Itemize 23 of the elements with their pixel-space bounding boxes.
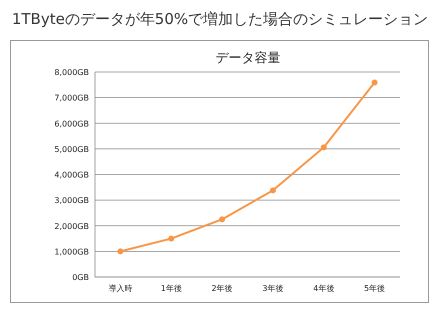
point xyxy=(270,187,276,194)
y-tick-label: 6,000GB xyxy=(54,119,89,128)
x-tick-label: 3年後 xyxy=(262,284,284,293)
point xyxy=(219,216,226,222)
chart-title: 1TByteのデータが年50%で増加した場合のシミュレーション xyxy=(12,10,428,28)
y-tick-label: 1,000GB xyxy=(54,247,89,256)
x-tick-label: 5年後 xyxy=(364,284,386,293)
x-tick-label: 4年後 xyxy=(313,284,334,293)
y-tick-label: 7,000GB xyxy=(54,94,89,103)
y-tick-label: 0GB xyxy=(72,273,89,282)
y-tick-label: 3,000GB xyxy=(54,196,89,206)
y-tick-label: 8,000GB xyxy=(54,68,89,77)
y-tick-label: 5,000GB xyxy=(54,144,89,154)
point xyxy=(320,144,327,150)
point xyxy=(168,236,174,242)
point xyxy=(372,80,378,86)
point xyxy=(117,248,124,254)
y-tick-label: 2,000GB xyxy=(54,222,89,231)
x-tick-label: 2年後 xyxy=(212,284,233,293)
x-tick-label: 1年後 xyxy=(160,284,182,293)
x-tick-label: 導入時 xyxy=(108,284,132,293)
chart-subtitle: データ容量 xyxy=(216,50,280,66)
y-tick-label: 4,000GB xyxy=(54,170,89,180)
